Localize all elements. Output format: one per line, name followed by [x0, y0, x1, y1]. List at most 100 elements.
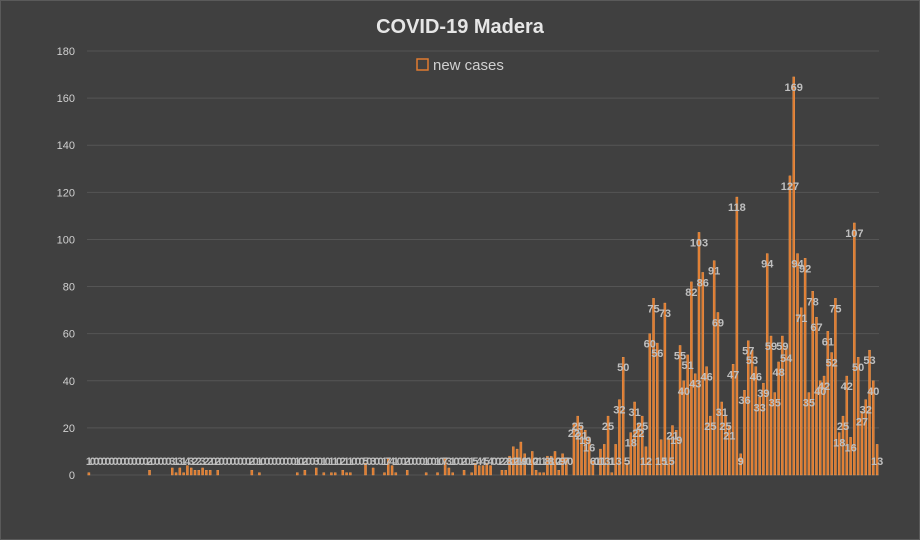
data-label: 2 [192, 456, 198, 468]
data-label: 0 [101, 456, 107, 468]
data-label: 0 [97, 456, 103, 468]
data-label: 10 [549, 456, 561, 468]
data-label: 11 [511, 456, 523, 468]
data-label: 118 [728, 202, 746, 214]
data-label: 19 [579, 435, 591, 447]
y-axis-ticks: 0 20 40 60 80 100 120 140 160 180 [57, 46, 75, 482]
data-label: 42 [818, 381, 830, 393]
bar [489, 465, 492, 476]
data-label: 0 [226, 456, 232, 468]
bar [845, 375, 849, 476]
data-label: 13 [871, 456, 883, 468]
data-label: 3 [313, 456, 319, 468]
bar [394, 472, 398, 476]
bar [875, 444, 879, 476]
data-label: 0 [260, 456, 266, 468]
data-label: 1 [609, 456, 615, 468]
data-label: 3 [188, 456, 194, 468]
bar [587, 437, 591, 476]
data-label: 127 [781, 181, 799, 193]
data-label: 46 [750, 372, 762, 384]
bar [629, 432, 633, 476]
data-label: 94 [791, 259, 804, 271]
bar [405, 470, 409, 476]
bar [826, 331, 830, 476]
data-label: 8 [548, 456, 554, 468]
data-label: 0 [491, 456, 497, 468]
bar [872, 380, 875, 476]
data-label: 0 [124, 456, 130, 468]
data-label: 55 [674, 350, 686, 362]
bar [364, 463, 367, 476]
data-labels: 1000000000000000200000313143223220200000… [86, 82, 883, 468]
bar [208, 470, 212, 476]
data-label: 2 [203, 456, 209, 468]
data-label: 4 [389, 456, 396, 468]
bar [860, 411, 864, 476]
bar [333, 472, 337, 476]
bar [584, 430, 587, 476]
data-label: 4 [476, 456, 483, 468]
data-label: 25 [572, 421, 584, 433]
data-label: 0 [165, 456, 171, 468]
bar [557, 470, 561, 476]
bar [250, 470, 254, 476]
data-label: 18 [625, 438, 637, 450]
y-tick-label: 100 [57, 234, 75, 246]
bar [303, 470, 307, 476]
data-label: 107 [845, 228, 863, 240]
data-label: 94 [761, 259, 774, 271]
data-label: 0 [230, 456, 236, 468]
data-label: 1 [434, 456, 440, 468]
bar [815, 316, 818, 476]
bar [853, 222, 856, 476]
data-label: 0 [135, 456, 141, 468]
data-label: 0 [290, 456, 296, 468]
bar [781, 335, 784, 476]
data-label: 4 [488, 456, 495, 468]
data-label: 36 [738, 395, 750, 407]
y-tick-label: 40 [63, 376, 75, 388]
bar [515, 448, 519, 476]
bar [659, 439, 663, 476]
bar [621, 357, 625, 476]
data-label: 53 [746, 355, 758, 367]
data-label: 31 [716, 407, 728, 419]
data-label: 0 [116, 456, 122, 468]
data-label: 75 [647, 303, 659, 315]
bar [841, 415, 845, 476]
legend: new cases [416, 57, 504, 74]
data-label: 5 [472, 456, 478, 468]
data-label: 0 [150, 456, 156, 468]
bar [750, 349, 754, 476]
data-label: 0 [154, 456, 160, 468]
bar [640, 415, 644, 476]
bar [451, 472, 454, 476]
data-label: 27 [856, 416, 868, 428]
bar [500, 470, 504, 476]
data-label: 0 [268, 456, 274, 468]
bar [807, 392, 811, 476]
bar [523, 453, 526, 476]
data-label: 19 [670, 435, 682, 447]
data-label: 67 [810, 322, 822, 334]
data-label: 78 [807, 296, 819, 308]
data-label: 0 [90, 456, 96, 468]
data-label: 2 [556, 456, 562, 468]
bar [485, 463, 489, 476]
bar [341, 470, 345, 476]
data-label: 18 [833, 438, 845, 450]
data-label: 1 [393, 456, 399, 468]
bar [792, 76, 795, 476]
data-label: 5 [362, 456, 368, 468]
data-label: 57 [742, 346, 754, 358]
bar [682, 380, 686, 476]
bar [690, 281, 693, 476]
bar [322, 472, 326, 476]
data-label: 10 [526, 456, 538, 468]
bar [565, 458, 568, 476]
data-label: 2 [215, 456, 221, 468]
bar [504, 470, 507, 476]
data-label: 9 [738, 456, 744, 468]
